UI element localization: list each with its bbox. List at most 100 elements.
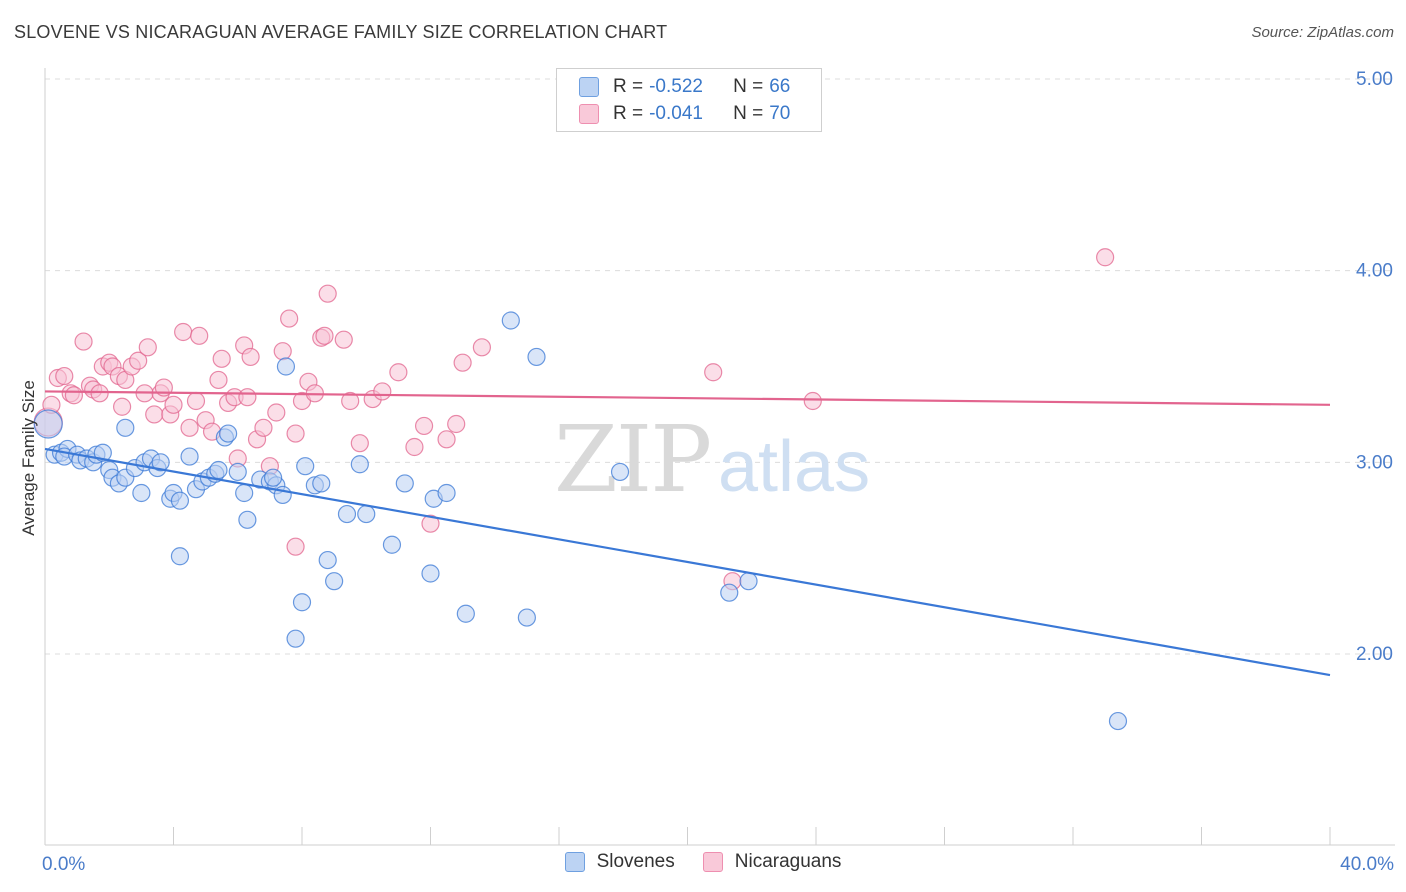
correlation-legend: R = -0.522 N = 66 R = -0.041 N = 70 xyxy=(556,68,822,132)
point-slovenes-52 xyxy=(382,535,402,554)
legend-n-label: N = xyxy=(733,76,764,97)
point-nicaraguans-61 xyxy=(421,514,440,533)
legend-r-label: R = xyxy=(613,103,644,124)
point-slovenes-51 xyxy=(357,504,376,524)
point-slovenes-54 xyxy=(421,564,440,583)
legend-n-value: 66 xyxy=(769,76,791,97)
point-slovenes-40 xyxy=(170,547,190,566)
point-nicaraguans-46 xyxy=(286,537,305,556)
point-slovenes-47 xyxy=(318,550,337,570)
point-slovenes-0 xyxy=(33,409,63,439)
point-nicaraguans-32 xyxy=(212,349,231,368)
point-nicaraguans-26 xyxy=(180,418,199,437)
watermark-zip: ZIP xyxy=(554,406,710,513)
point-nicaraguans-14 xyxy=(112,397,132,416)
point-nicaraguans-63 xyxy=(447,414,466,434)
point-slovenes-56 xyxy=(437,483,456,503)
point-nicaraguans-60 xyxy=(414,416,434,436)
legend-row-nicaraguans: R = -0.041 N = 70 xyxy=(579,102,790,126)
series-swatch-nicaraguans xyxy=(702,852,723,872)
point-nicaraguans-52 xyxy=(318,284,337,303)
point-slovenes-31 xyxy=(219,424,238,443)
point-slovenes-34 xyxy=(238,510,257,529)
y-axis-title: Average Family Size xyxy=(19,380,38,536)
watermark-atlas: atlas xyxy=(718,427,870,507)
point-nicaraguans-66 xyxy=(704,363,723,382)
trend-line-nicaraguans xyxy=(44,390,1331,406)
point-nicaraguans-40 xyxy=(254,418,273,437)
y-tick-label-0: 2.00 xyxy=(1356,644,1393,665)
y-tick-labels: 2.00 3.00 4.00 5.00 xyxy=(1356,69,1393,665)
point-nicaraguans-25 xyxy=(174,322,193,342)
point-slovenes-16 xyxy=(132,483,151,503)
point-nicaraguans-20 xyxy=(145,405,164,424)
trend-line-slovenes xyxy=(44,447,1331,677)
point-slovenes-50 xyxy=(350,455,369,474)
legend-row-slovenes: R = -0.522 N = 66 xyxy=(579,75,790,99)
point-nicaraguans-62 xyxy=(437,430,456,449)
point-nicaraguans-51 xyxy=(315,326,334,345)
point-slovenes-61 xyxy=(610,462,630,482)
point-slovenes-63 xyxy=(739,572,758,591)
point-nicaraguans-9 xyxy=(90,384,109,403)
point-slovenes-58 xyxy=(501,311,520,330)
point-nicaraguans-5 xyxy=(64,386,84,405)
x-tick-label-0: 0.0% xyxy=(42,854,85,875)
point-nicaraguans-43 xyxy=(273,342,292,361)
x-tick-label-1: 40.0% xyxy=(1340,854,1394,875)
point-nicaraguans-3 xyxy=(55,366,74,386)
watermark: ZIP atlas xyxy=(554,406,870,513)
y-tick-label-1: 3.00 xyxy=(1356,452,1393,473)
point-slovenes-43 xyxy=(292,593,312,612)
point-nicaraguans-24 xyxy=(164,395,183,414)
chart-title: SLOVENE VS NICARAGUAN AVERAGE FAMILY SIZ… xyxy=(14,22,668,42)
point-nicaraguans-55 xyxy=(350,434,369,453)
trend-lines xyxy=(44,390,1331,677)
legend-r-value: -0.041 xyxy=(649,103,703,124)
series-swatch-slovenes xyxy=(564,852,585,872)
point-nicaraguans-6 xyxy=(74,332,93,351)
point-nicaraguans-54 xyxy=(341,391,360,411)
point-slovenes-53 xyxy=(395,474,414,493)
point-nicaraguans-27 xyxy=(186,391,206,411)
point-nicaraguans-69 xyxy=(1096,248,1115,267)
point-slovenes-39 xyxy=(116,418,135,437)
point-slovenes-62 xyxy=(720,583,739,602)
point-slovenes-48 xyxy=(325,572,344,591)
point-slovenes-23 xyxy=(170,491,190,510)
point-slovenes-64 xyxy=(1108,711,1128,731)
point-slovenes-57 xyxy=(456,604,475,623)
point-slovenes-10 xyxy=(93,443,112,462)
series-legend: Slovenes Nicaraguans xyxy=(0,851,1406,873)
legend-n-label: N = xyxy=(733,103,764,124)
point-nicaraguans-28 xyxy=(190,326,209,345)
series-slovenes xyxy=(33,311,1128,731)
y-tick-label-2: 4.00 xyxy=(1356,261,1393,282)
y-tick-label-3: 5.00 xyxy=(1356,69,1393,90)
point-slovenes-60 xyxy=(527,347,546,367)
point-slovenes-42 xyxy=(286,629,305,648)
point-nicaraguans-45 xyxy=(286,424,305,443)
point-slovenes-32 xyxy=(228,462,247,482)
legend-r-label: R = xyxy=(613,76,644,97)
legend-r-value: -0.522 xyxy=(649,76,703,97)
point-slovenes-41 xyxy=(276,357,296,376)
point-nicaraguans-19 xyxy=(138,338,157,357)
legend-n-value: 70 xyxy=(769,103,791,124)
point-slovenes-65 xyxy=(263,468,283,487)
point-nicaraguans-44 xyxy=(280,309,299,328)
chart-source: Source: ZipAtlas.com xyxy=(1251,24,1394,41)
legend-swatch-nicaraguans xyxy=(579,104,599,124)
point-nicaraguans-42 xyxy=(267,403,286,422)
point-nicaraguans-37 xyxy=(238,388,257,407)
point-nicaraguans-31 xyxy=(209,370,228,390)
series-legend-nicaraguans: Nicaraguans xyxy=(702,851,841,873)
legend-swatch-slovenes xyxy=(579,77,599,97)
point-slovenes-24 xyxy=(180,447,199,466)
point-nicaraguans-59 xyxy=(405,437,424,457)
point-slovenes-59 xyxy=(517,608,536,627)
point-nicaraguans-64 xyxy=(453,353,472,372)
point-slovenes-49 xyxy=(337,504,357,524)
point-slovenes-29 xyxy=(209,460,228,480)
